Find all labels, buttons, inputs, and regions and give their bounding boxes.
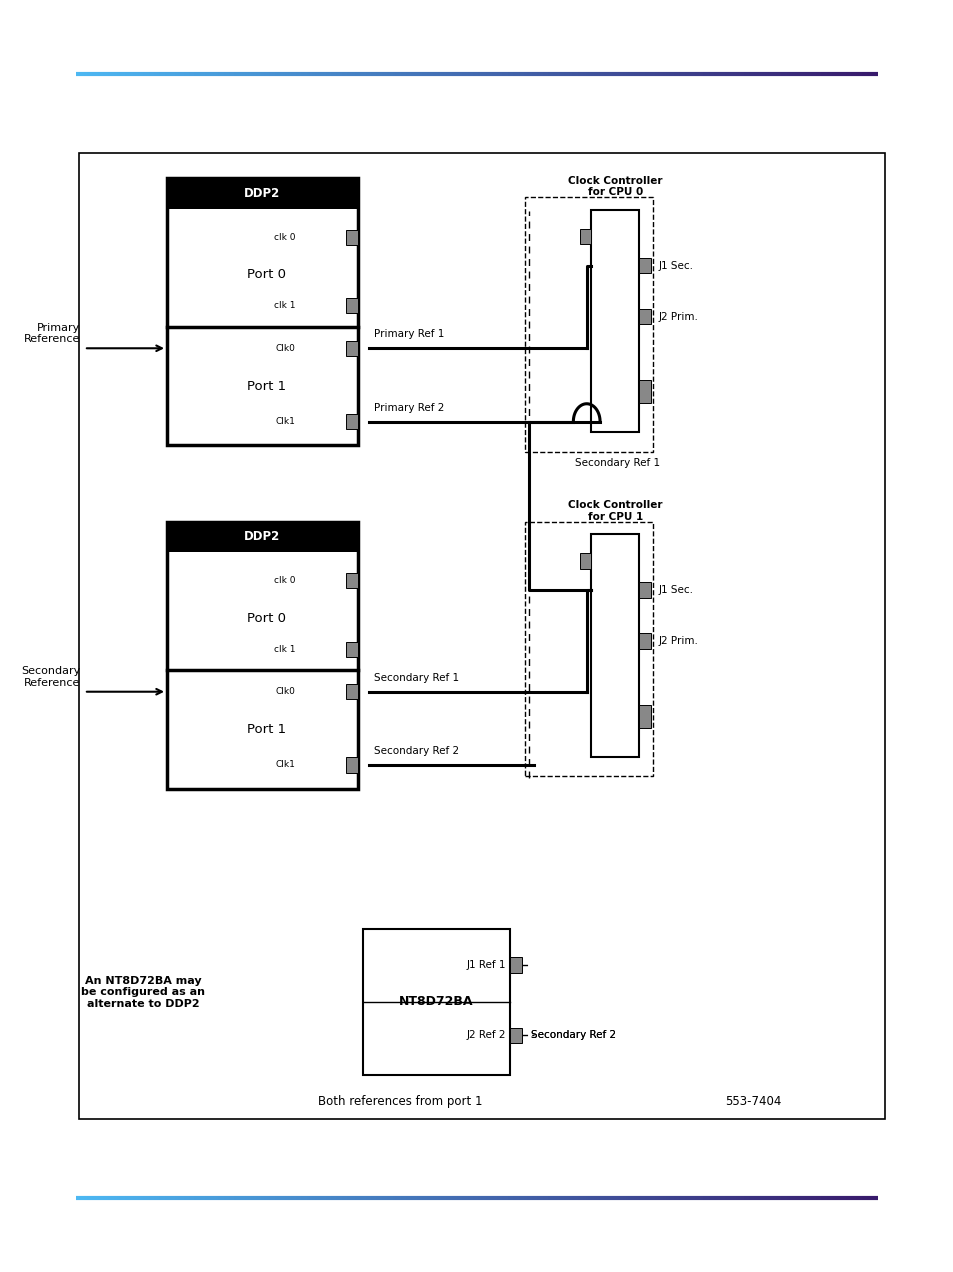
Text: Secondary
Reference: Secondary Reference xyxy=(21,667,80,688)
Text: Primary Ref 1: Primary Ref 1 xyxy=(374,329,444,340)
Bar xyxy=(346,572,357,588)
Bar xyxy=(346,341,357,356)
Bar xyxy=(167,522,357,552)
Text: J1 Ref 1: J1 Ref 1 xyxy=(466,960,505,971)
Text: Both references from port 1: Both references from port 1 xyxy=(318,1095,482,1108)
Bar xyxy=(346,229,357,244)
Text: clk 1: clk 1 xyxy=(274,301,295,310)
Bar xyxy=(639,583,650,598)
Bar xyxy=(510,958,521,973)
Bar xyxy=(639,633,650,649)
Bar xyxy=(591,210,639,432)
Text: Port 0: Port 0 xyxy=(247,268,285,281)
Text: clk 1: clk 1 xyxy=(274,645,295,654)
Bar xyxy=(346,757,357,772)
Text: DDP2: DDP2 xyxy=(244,530,280,543)
Text: clk 0: clk 0 xyxy=(274,233,295,242)
Text: Port 1: Port 1 xyxy=(246,379,286,393)
Text: Clk0: Clk0 xyxy=(275,687,294,696)
Bar xyxy=(362,929,510,1075)
Bar xyxy=(167,522,357,789)
Bar xyxy=(346,413,357,429)
Text: J2 Ref 2: J2 Ref 2 xyxy=(466,1030,505,1040)
Text: An NT8D72BA may
be configured as an
alternate to DDP2: An NT8D72BA may be configured as an alte… xyxy=(81,976,205,1009)
Bar xyxy=(524,197,653,452)
Text: J2 Prim.: J2 Prim. xyxy=(658,312,698,322)
Bar xyxy=(167,178,357,445)
Text: Secondary Ref 1: Secondary Ref 1 xyxy=(374,673,458,683)
Text: Port 1: Port 1 xyxy=(246,722,286,736)
Text: clk 0: clk 0 xyxy=(274,576,295,585)
Text: Clk0: Clk0 xyxy=(275,343,294,352)
Text: DDP2: DDP2 xyxy=(244,187,280,200)
Text: Secondary Ref 2: Secondary Ref 2 xyxy=(374,747,458,756)
Bar xyxy=(524,522,653,776)
Bar xyxy=(346,641,357,656)
Bar xyxy=(639,258,650,273)
Text: Clock Controller
for CPU 1: Clock Controller for CPU 1 xyxy=(567,500,662,522)
Bar xyxy=(639,309,650,324)
Bar xyxy=(579,229,591,244)
Text: J1 Sec.: J1 Sec. xyxy=(658,585,693,595)
Text: Clk1: Clk1 xyxy=(275,417,294,426)
Bar xyxy=(591,534,639,757)
Bar xyxy=(167,178,357,209)
Bar xyxy=(639,705,650,728)
Text: Clock Controller
for CPU 0: Clock Controller for CPU 0 xyxy=(567,176,662,197)
Text: Secondary Ref 2: Secondary Ref 2 xyxy=(531,1030,616,1040)
Bar xyxy=(346,684,357,700)
Text: NT8D72BA: NT8D72BA xyxy=(398,995,474,1009)
Text: 553-7404: 553-7404 xyxy=(724,1095,781,1108)
Text: Secondary Ref 2: Secondary Ref 2 xyxy=(531,1030,616,1040)
Bar xyxy=(510,1028,521,1043)
Bar xyxy=(346,298,357,313)
Text: Clk1: Clk1 xyxy=(275,761,294,770)
Text: Primary Ref 2: Primary Ref 2 xyxy=(374,403,444,412)
Text: Secondary Ref 1: Secondary Ref 1 xyxy=(575,458,659,468)
Bar xyxy=(79,153,884,1119)
Text: Port 0: Port 0 xyxy=(247,612,285,625)
Text: J1 Sec.: J1 Sec. xyxy=(658,261,693,271)
Bar xyxy=(579,553,591,569)
Bar xyxy=(639,380,650,403)
Text: Primary
Reference: Primary Reference xyxy=(24,323,80,345)
Text: J2 Prim.: J2 Prim. xyxy=(658,636,698,646)
